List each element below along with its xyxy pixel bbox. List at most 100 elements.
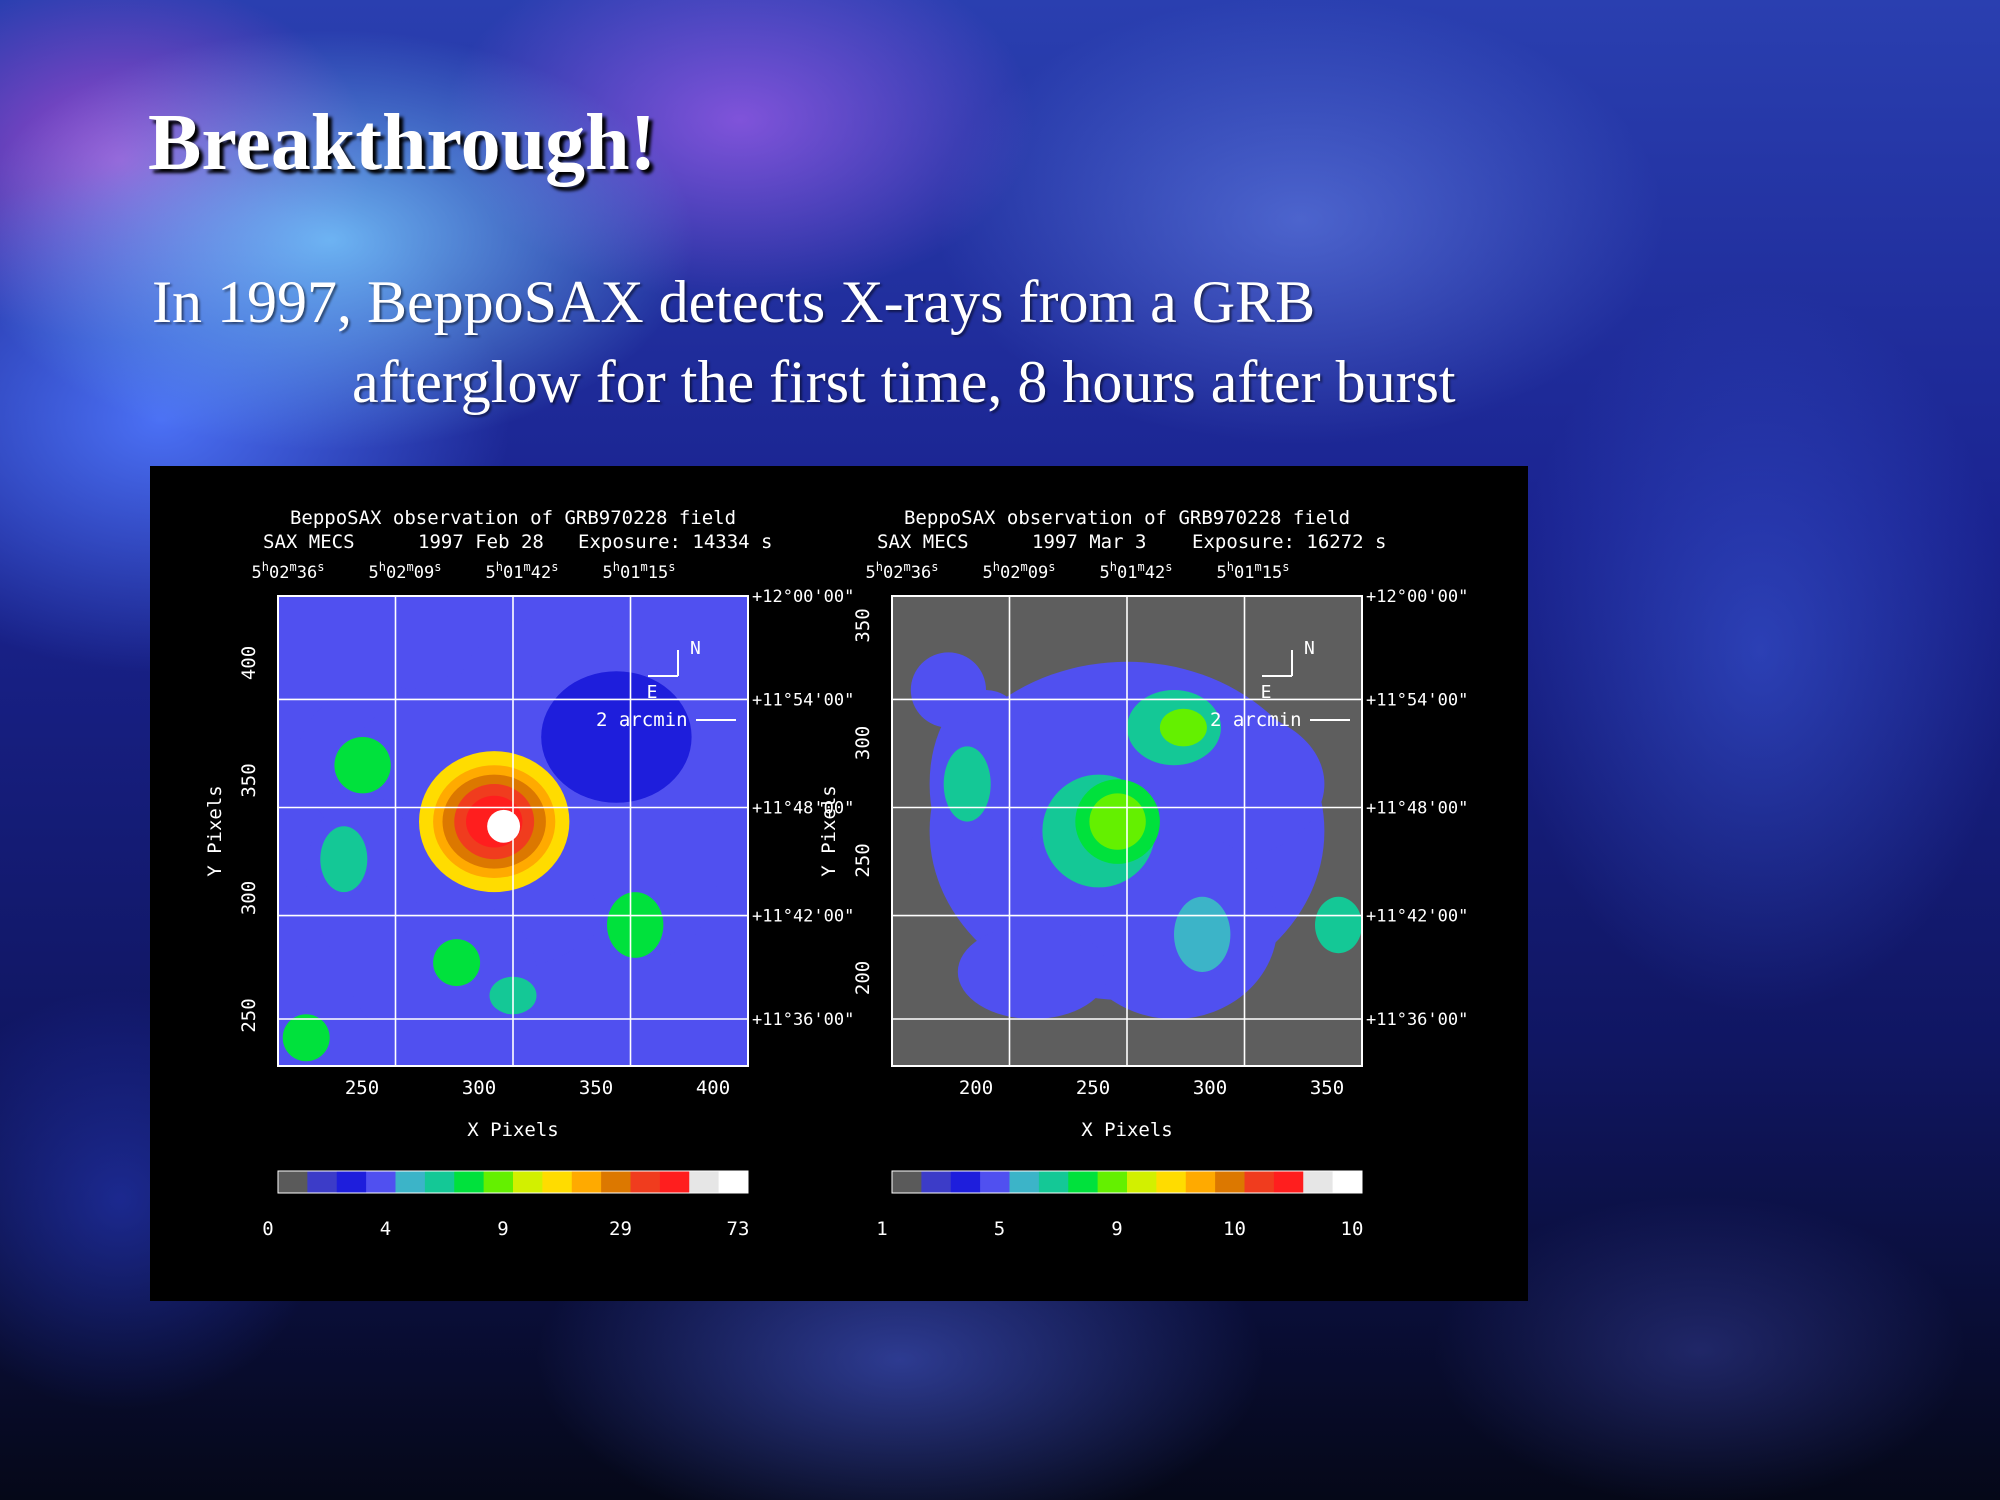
panel-1-colorbar-swatch [513,1171,543,1193]
panel-2-intensity-contour [957,925,1109,1019]
beppo-sax-figure: BeppoSAX observation of GRB970228 field S… [150,466,1528,1301]
panel-1-intensity-contour [541,671,692,803]
panel-1-header-title: BeppoSAX observation of GRB970228 field [290,507,736,529]
panel-1-colorbar-swatch [454,1171,485,1193]
panel-1-colorbar-swatch [571,1171,602,1193]
panel-1-compass-e: E [647,682,658,703]
panel-2-dec-label: +11°54'00" [1366,690,1468,710]
panel-2-colorbar-tick-label: 1 [876,1218,887,1240]
panel-1-intensity-contour [433,939,481,987]
panel-2-colorbar-swatch [1273,1171,1304,1193]
panel-2-intensity-contour [1174,896,1231,972]
panel-2-colorbar-swatch [1097,1171,1128,1193]
panel-1-y-tick-label: 350 [238,763,260,797]
panel-2-colorbar-swatch [921,1171,952,1193]
panel-1-dec-label: +12°00'00" [752,587,854,607]
panel-2-y-axis-label: Y Pixels [818,785,840,877]
panel-2-colorbar-swatch [1038,1171,1069,1193]
panel-2-colorbar-swatch [980,1171,1010,1193]
panel-2-x-axis-label: X Pixels [1081,1119,1173,1141]
panel-1-colorbar-swatch [483,1171,514,1193]
panel-2-y-tick-label: 350 [852,608,874,642]
panel-2-header-exposure: Exposure: 16272 s [1192,531,1386,553]
panel-2-colorbar-tick-label: 5 [994,1218,1005,1240]
panel-2-intensity-contour [1089,793,1146,850]
panel-2-colorbar-swatch [1127,1171,1157,1193]
panel-2-y-tick-label: 300 [852,726,874,760]
panel-1-ra-label: 5h02m36s [252,560,325,583]
panel-2-colorbar-swatch [1185,1171,1216,1193]
panel-1-x-tick-label: 250 [345,1077,379,1099]
panel-2-dec-label: +11°42'00" [1366,907,1468,927]
panel-2-intensity-contour [910,652,987,728]
panel-2-ra-label: 5h02m36s [866,560,939,583]
panel-1-y-tick-label: 300 [238,881,260,915]
panel-1-colorbar-swatch [630,1171,661,1193]
panel-2-image-frame [891,595,1363,1067]
panel-1-image-frame [277,595,749,1067]
panel-1-header-date: 1997 Feb 28 [418,531,544,553]
panel-1-colorbar-tick-label: 9 [497,1218,508,1240]
panel-2-y-tick-label: 250 [852,843,874,877]
panel-1-colorbar-swatch [601,1171,631,1193]
panel-2-colorbar-tick-label: 9 [1111,1218,1122,1240]
panel-2-ra-label: 5h01m15s [1217,560,1290,583]
panel-2-intensity-contour [1159,708,1207,747]
panel-1-scale-label: 2 arcmin [596,709,688,731]
panel-2-dec-label: +12°00'00" [1366,587,1468,607]
panel-2-colorbar-swatch [1244,1171,1275,1193]
panel-1-ra-label: 5h02m09s [369,560,442,583]
panel-2-header-date: 1997 Mar 3 [1032,531,1146,553]
panel-2-colorbar-swatch [1303,1171,1334,1193]
panel-2-colorbar-swatch [1009,1171,1040,1193]
panel-1-colorbar-swatch [395,1171,426,1193]
panel-2-compass-n: N [1304,638,1315,659]
panel-1-colorbar-swatch [542,1171,573,1193]
panel-1-intensity-contour [282,1014,330,1062]
slide-title: Breakthrough! [148,99,657,187]
panel-2-dec-label: +11°36'00" [1366,1010,1468,1030]
panel-1-x-tick-label: 400 [696,1077,730,1099]
panel-2-y-tick-label: 200 [852,961,874,995]
xray-images-svg: BeppoSAX observation of GRB970228 fieldS… [204,507,1468,1240]
panel-1-header-exposure: Exposure: 14334 s [578,531,772,553]
subtitle-line-2: afterglow for the first time, 8 hours af… [352,349,1456,415]
panel-1-ra-label: 5h01m42s [486,560,559,583]
panel-2-x-tick-label: 250 [1076,1077,1110,1099]
panel-2-ra-label: 5h01m42s [1100,560,1173,583]
panel-2-intensity-contour [943,746,991,822]
panel-1-colorbar-swatch [718,1171,749,1193]
subtitle-line-1: In 1997, BeppoSAX detects X-rays from a … [152,269,1316,335]
panel-1-colorbar-tick-label: 4 [380,1218,391,1240]
panel-1-y-axis-label: Y Pixels [204,785,226,877]
panel-1-colorbar-tick-label: 0 [262,1218,273,1240]
panel-1-colorbar-swatch [689,1171,720,1193]
panel-1-colorbar-swatch [307,1171,338,1193]
panel-1-x-tick-label: 300 [462,1077,496,1099]
panel-1-colorbar-swatch [424,1171,455,1193]
panel-2-x-tick-label: 200 [959,1077,993,1099]
panel-2-header-instrument: SAX MECS [877,531,969,553]
panel-1-intensity-contour [487,809,521,843]
panel-1-header-instrument: SAX MECS [263,531,355,553]
panel-2-colorbar-swatch [1068,1171,1099,1193]
panel-2-x-tick-label: 300 [1193,1077,1227,1099]
panel-2-header-title: BeppoSAX observation of GRB970228 field [904,507,1350,529]
panel-1-x-axis-label: X Pixels [467,1119,559,1141]
panel-2-colorbar-swatch [950,1171,981,1193]
panel-1-ra-label: 5h01m15s [603,560,676,583]
panel-2-colorbar-swatch [1332,1171,1363,1193]
panel-2-x-tick-label: 350 [1310,1077,1344,1099]
panel-2-colorbar-frame [891,1170,1363,1194]
panel-1-y-tick-label: 250 [238,998,260,1032]
panel-1-colorbar-swatch [366,1171,396,1193]
panel-2-dec-label: +11°48'00" [1366,799,1468,819]
panel-1-x-tick-label: 350 [579,1077,613,1099]
panel-2-colorbar-swatch [892,1171,922,1193]
panel-1-dec-label: +11°42'00" [752,907,854,927]
panel-2-ra-label: 5h02m09s [983,560,1056,583]
panel-2-compass-e: E [1261,682,1272,703]
panel-1-colorbar-tick-label: 29 [609,1218,632,1240]
panel-1-y-tick-label: 400 [238,646,260,680]
panel-2-colorbar-tick-label: 10 [1223,1218,1246,1240]
